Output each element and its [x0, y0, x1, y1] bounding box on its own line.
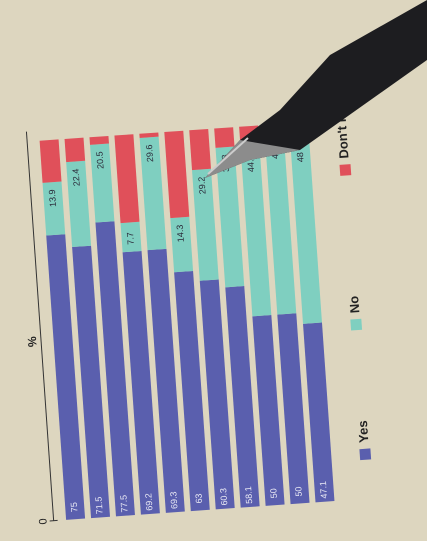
data-label: 77.5: [118, 495, 129, 513]
bar-segment: [66, 160, 92, 248]
axis-line: [25, 131, 55, 521]
legend-swatch: [350, 318, 363, 331]
data-label: 29.6: [144, 144, 155, 162]
bar-segment: [46, 234, 86, 520]
plot: 0% 75 13.9 71.5 22.4 77.5 20.5 69.2 7.7 69.3 29.6 6…: [25, 88, 372, 525]
bar-segment: [90, 143, 115, 223]
data-label: 47.1: [318, 481, 329, 499]
legend-swatch: [339, 164, 352, 176]
bar-segment: [240, 146, 272, 317]
legend-label: No: [346, 295, 362, 313]
bar-segment: [303, 322, 335, 503]
bar-segment: [225, 286, 260, 508]
legend-swatch: [359, 448, 372, 461]
bar-segment: [174, 270, 210, 512]
data-label: 29.2: [196, 176, 207, 194]
data-label: 75: [69, 502, 80, 513]
pen: [205, 0, 427, 178]
bar-segment: [64, 137, 86, 163]
bar-segment: [189, 128, 211, 171]
bar-segment: [252, 315, 285, 506]
data-label: 50: [293, 486, 304, 497]
data-label: 48: [295, 152, 306, 163]
bar-segment: [39, 139, 62, 183]
bar-segment: [139, 136, 167, 251]
legend-label: Yes: [355, 420, 372, 443]
tick-mark: [49, 519, 58, 522]
bar-segment: [122, 250, 160, 515]
data-label: 22.4: [71, 168, 82, 186]
bar-segment: [164, 130, 190, 219]
data-label: 63: [193, 493, 204, 504]
bar-segment: [147, 248, 185, 513]
bar-segment: [215, 146, 245, 288]
bar-segment: [214, 127, 235, 148]
bar-segment: [114, 134, 140, 224]
bar-segment: [42, 181, 66, 236]
bar-segment: [120, 221, 142, 253]
bar-segment: [290, 140, 322, 324]
bar-segment: [170, 216, 194, 273]
bar-segment: [95, 221, 135, 517]
bar-segment: [277, 313, 310, 505]
bar-segment: [264, 133, 297, 315]
data-label: 69.2: [143, 493, 154, 511]
data-label: 14.3: [175, 224, 186, 242]
data-label: 13.9: [47, 189, 58, 207]
bar-segment: [89, 135, 109, 145]
data-label: 50: [268, 488, 279, 499]
bar-segment: [139, 132, 159, 138]
data-label: 44.4: [245, 154, 256, 172]
data-label: 58.1: [243, 486, 254, 504]
data-label: 60.3: [218, 488, 229, 506]
y-tick-label: 0: [37, 518, 49, 525]
unit-label: %: [25, 336, 40, 348]
data-label: 71.5: [93, 496, 104, 514]
bar-segment: [199, 279, 235, 510]
data-label: 7.7: [125, 232, 136, 245]
data-label: 20.5: [94, 151, 105, 169]
data-label: 69.3: [168, 491, 179, 509]
bar-segment: [192, 168, 219, 281]
bar-segment: [72, 245, 111, 519]
